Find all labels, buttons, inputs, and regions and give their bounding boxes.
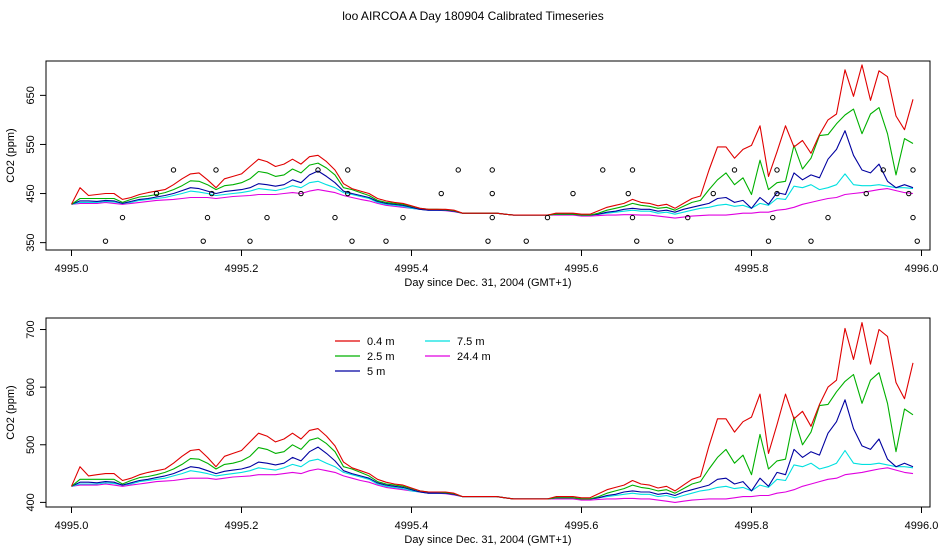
status-marker — [910, 214, 916, 221]
series-line-0-4-m — [70, 322, 914, 500]
status-marker — [808, 238, 814, 244]
legend-label: 2.5 m — [367, 351, 395, 363]
status-marker — [774, 167, 780, 173]
status-marker — [332, 214, 338, 221]
series-line-0-4-m — [71, 64, 914, 216]
status-marker — [489, 190, 495, 197]
status-marker — [298, 190, 304, 197]
y-axis-label: CO2 (ppm) — [5, 128, 17, 182]
status-marker — [213, 167, 219, 173]
x-tick-label: 4995.2 — [225, 263, 259, 275]
status-marker — [209, 190, 215, 197]
status-marker — [383, 238, 389, 244]
status-marker — [153, 190, 160, 197]
status-marker — [102, 238, 109, 244]
status-marker — [400, 214, 406, 221]
series-group — [70, 322, 914, 503]
y-axis-label: CO2 (ppm) — [5, 385, 17, 439]
status-marker — [668, 238, 674, 244]
plot-frame — [45, 60, 931, 251]
figure-title: loo AIRCOA A Day 180904 Calibrated Times… — [342, 9, 603, 23]
status-marker — [345, 190, 351, 197]
status-marker — [315, 167, 321, 173]
status-marker — [685, 214, 691, 221]
status-marker — [349, 238, 355, 244]
series-line-24-4-m — [71, 467, 914, 503]
status-marker — [119, 214, 126, 221]
status-marker — [825, 214, 831, 221]
x-tick-label: 4996.0 — [905, 263, 939, 275]
y-tick-label: 600 — [25, 378, 37, 396]
legend-label: 0.4 m — [367, 336, 395, 348]
y-tick-label: 700 — [25, 320, 37, 338]
status-marker — [489, 214, 495, 221]
status-marker — [204, 214, 211, 221]
x-tick-label: 4995.4 — [395, 263, 429, 275]
status-marker — [906, 190, 912, 197]
status-marker — [170, 167, 177, 173]
x-axis-label: Day since Dec. 31, 2004 (GMT+1) — [404, 534, 571, 546]
plot-frame — [45, 317, 931, 508]
status-marker — [710, 190, 716, 197]
legend-label: 5 m — [367, 366, 385, 378]
legend-label: 24.4 m — [457, 351, 491, 363]
series-line-2-5-m — [71, 107, 914, 216]
x-tick-label: 4995.2 — [225, 520, 259, 532]
status-marker — [489, 167, 495, 173]
status-marker — [264, 214, 270, 221]
x-tick-label: 4995.0 — [55, 263, 89, 275]
status-marker — [731, 167, 738, 173]
y-tick-label: 400 — [25, 493, 37, 511]
status-marker — [914, 238, 920, 244]
x-tick-label: 4995.8 — [735, 263, 769, 275]
status-marker — [345, 167, 351, 173]
y-tick-label: 500 — [25, 436, 37, 454]
status-marker — [455, 167, 461, 173]
status-marker — [880, 167, 886, 173]
y-tick-label: 550 — [25, 135, 37, 153]
y-tick-label: 450 — [25, 184, 37, 202]
status-marker — [629, 214, 636, 221]
x-axis-label: Day since Dec. 31, 2004 (GMT+1) — [404, 277, 571, 289]
status-marker — [523, 238, 529, 244]
status-marker — [600, 167, 606, 173]
x-tick-label: 4995.4 — [395, 520, 429, 532]
status-marker — [544, 214, 551, 221]
status-marker — [570, 190, 576, 197]
status-marker — [765, 238, 772, 244]
status-marker — [910, 167, 916, 173]
status-marker — [774, 190, 780, 197]
y-tick-label: 350 — [25, 233, 37, 251]
series-line-2-5-m — [71, 372, 914, 500]
y-tick-label: 650 — [25, 86, 37, 104]
x-tick-label: 4995.6 — [565, 263, 599, 275]
status-marker — [438, 190, 444, 197]
status-marker — [485, 238, 491, 244]
x-tick-label: 4995.6 — [565, 520, 599, 532]
legend-label: 7.5 m — [457, 336, 485, 348]
status-marker — [770, 214, 776, 221]
x-tick-label: 4995.0 — [55, 520, 89, 532]
status-marker — [634, 238, 640, 244]
status-marker — [247, 238, 253, 244]
status-marker — [629, 167, 636, 173]
top-panel: 4995.0 4995.2 4995.4 4995.6 4995.8 4996.0 350 4… — [5, 60, 939, 289]
status-marker — [200, 238, 206, 244]
status-marker — [863, 190, 869, 197]
series-group — [71, 64, 914, 219]
bottom-panel: 4995.0 4995.2 4995.4 4995.6 4995.8 4996.0 400 5… — [5, 317, 939, 546]
x-tick-label: 4996.0 — [905, 520, 939, 532]
status-marker — [625, 190, 631, 197]
x-tick-label: 4995.8 — [735, 520, 769, 532]
